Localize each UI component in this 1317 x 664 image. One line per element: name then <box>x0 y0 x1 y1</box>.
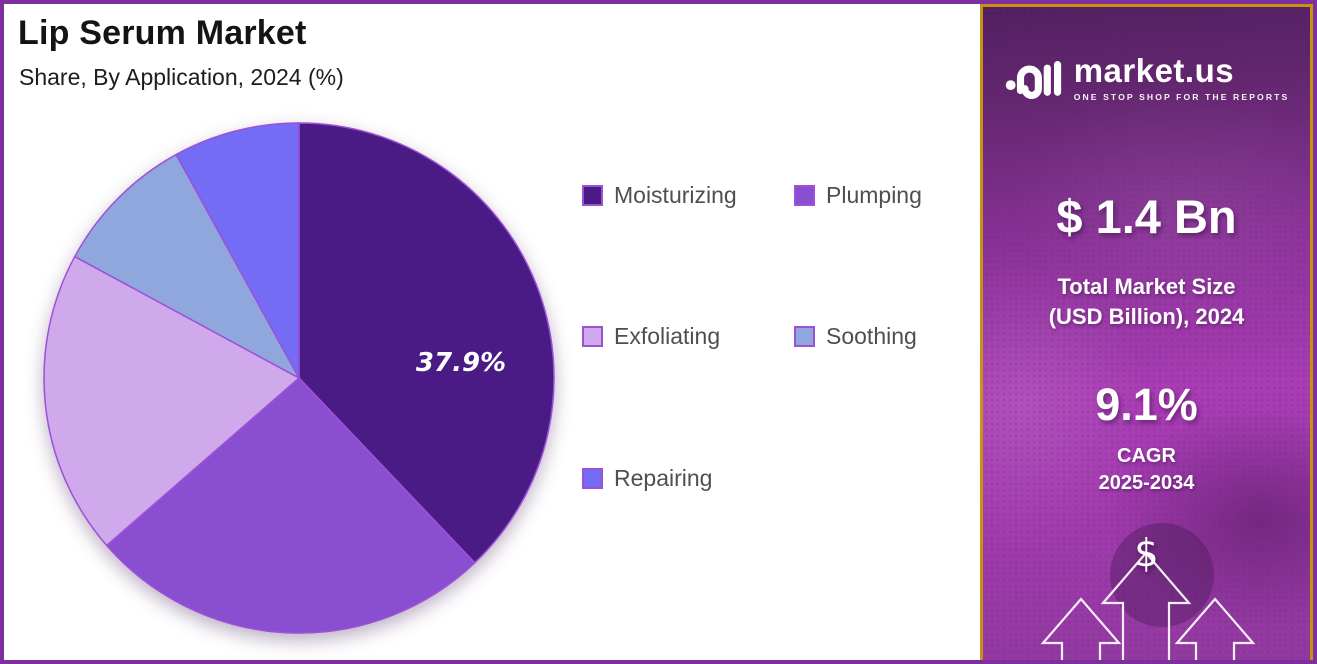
legend-swatch-plumping <box>794 185 815 206</box>
legend-item-soothing: Soothing <box>794 323 917 350</box>
growth-arrows-icon <box>1040 551 1256 660</box>
cagr-caption: CAGR 2025-2034 <box>983 443 1310 497</box>
market-size-caption: Total Market Size (USD Billion), 2024 <box>983 272 1310 331</box>
cagr-caption-line1: CAGR <box>1117 445 1176 467</box>
legend-swatch-exfoliating <box>582 326 603 347</box>
legend-item-moisturizing: Moisturizing <box>582 182 737 209</box>
pie-slice-repairing <box>175 122 300 379</box>
pie-slice-moisturizing <box>298 122 555 564</box>
legend-label: Plumping <box>826 182 922 208</box>
legend-label: Repairing <box>614 465 713 491</box>
brand-tagline: ONE STOP SHOP FOR THE REPORTS <box>1073 92 1290 102</box>
market-us-logo-icon <box>1005 61 1061 99</box>
market-size-caption-line2: (USD Billion), 2024 <box>1048 303 1245 329</box>
legend-item-repairing: Repairing <box>582 465 712 492</box>
legend-label: Exfoliating <box>614 323 721 349</box>
legend-item-plumping: Plumping <box>794 182 922 209</box>
legend-item-exfoliating: Exfoliating <box>582 323 720 350</box>
cagr-value: 9.1% <box>1095 379 1198 430</box>
legend-label: Moisturizing <box>614 182 737 208</box>
page-subtitle: Share, By Application, 2024 (%) <box>19 64 344 90</box>
market-size-caption-line1: Total Market Size <box>1057 274 1236 299</box>
pie-slice-plumping <box>105 376 476 634</box>
brand-sidebar: market.us ONE STOP SHOP FOR THE REPORTS … <box>980 4 1313 660</box>
market-size-value: $ 1.4 Bn <box>1056 190 1237 243</box>
page-title: Lip Serum Market <box>18 14 307 52</box>
brand-name: market.us <box>1073 52 1235 89</box>
brand-logo: market.us ONE STOP SHOP FOR THE REPORTS <box>983 53 1310 103</box>
pie-slice-exfoliating <box>43 255 301 547</box>
pie-slice-soothing <box>73 153 301 380</box>
legend-label: Soothing <box>826 323 917 349</box>
chart-area: Lip Serum Market Share, By Application, … <box>4 4 988 660</box>
legend-swatch-moisturizing <box>582 185 603 206</box>
pie-chart <box>43 122 555 634</box>
cagr-caption-line2: 2025-2034 <box>1098 472 1195 494</box>
legend-swatch-soothing <box>794 326 815 347</box>
pie-slice-value-label: 37.9% <box>415 348 507 378</box>
legend-swatch-repairing <box>582 468 603 489</box>
